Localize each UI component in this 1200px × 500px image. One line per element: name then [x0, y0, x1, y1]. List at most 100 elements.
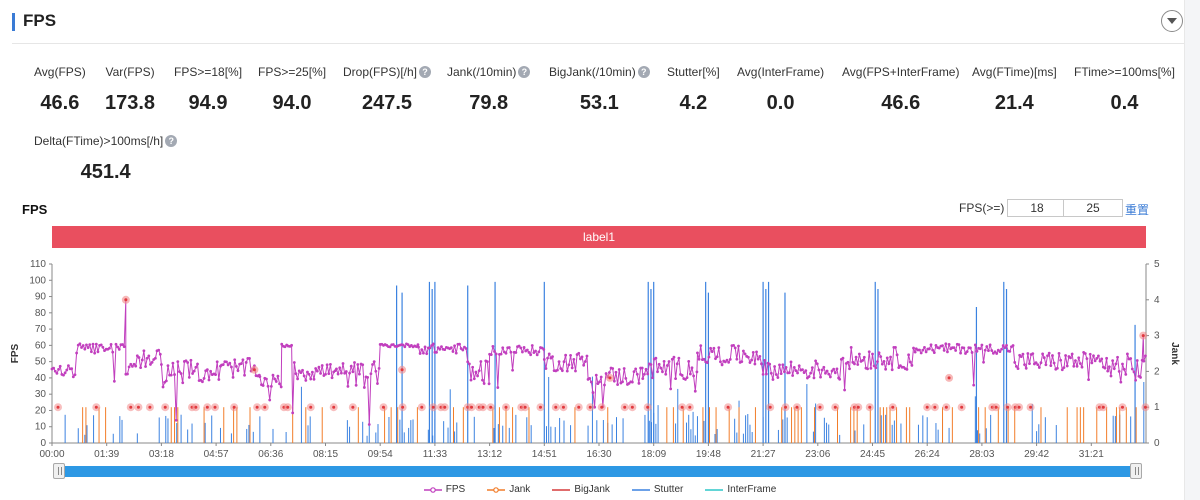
fps-point [196, 362, 199, 366]
fps-point [215, 360, 219, 364]
help-icon[interactable]: ? [518, 66, 531, 78]
jank-marker-dot [577, 405, 581, 409]
fps-point [530, 344, 534, 347]
fps-point [635, 372, 639, 376]
y-tick-label: 60 [35, 340, 47, 351]
fps-point [324, 372, 327, 376]
fps-point [751, 350, 755, 354]
fps-point [761, 372, 765, 376]
fps-point [750, 358, 754, 362]
legend-item[interactable]: Jank [487, 484, 530, 495]
metric-label: FPS>=25[%] [258, 65, 326, 79]
fps-point [918, 348, 921, 352]
zoom-slider-track[interactable] [57, 466, 1142, 477]
fps-point [1144, 354, 1147, 358]
fps-point [147, 354, 151, 358]
fps-threshold-low-input[interactable] [1007, 199, 1067, 217]
x-tick-label: 29:42 [1024, 449, 1049, 460]
fps-point [580, 355, 584, 359]
fps-point [585, 354, 589, 358]
jank-marker-dot [332, 405, 336, 409]
fps-chart[interactable]: 0 10 20 30 40 50 60 70 80 90 100 110 0 1 2 3 4 5 FPS Jank 00… [0, 250, 1184, 460]
fps-point [94, 342, 98, 346]
fps-point [1092, 354, 1095, 358]
fps-point [599, 375, 603, 379]
fps-point [1019, 355, 1023, 359]
fps-point [661, 370, 664, 374]
fps-point [735, 357, 739, 361]
fps-point [789, 360, 793, 364]
fps-point [784, 366, 788, 369]
metric-label-text: Drop(FPS)[/h] [343, 65, 418, 79]
metric-value: 4.2 [679, 92, 708, 114]
fps-point [871, 352, 874, 356]
fps-point [802, 371, 806, 375]
legend-item[interactable]: Stutter [631, 484, 683, 495]
fps-point [607, 371, 611, 374]
legend-item[interactable]: FPS [423, 484, 466, 495]
fps-point [946, 350, 949, 354]
fps-point [525, 348, 529, 352]
metric-card: Avg(InterFrame) 0.0 [737, 63, 824, 115]
fps-point [707, 355, 711, 359]
fps-point [769, 371, 773, 375]
fps-point [1129, 357, 1133, 360]
fps-point [725, 358, 729, 362]
fps-point [371, 363, 374, 366]
fps-point [1103, 366, 1107, 370]
fps-point [307, 372, 311, 376]
legend-item[interactable]: InterFrame [705, 484, 776, 495]
fps-point [241, 358, 245, 362]
help-icon[interactable]: ? [165, 135, 178, 147]
fps-point [687, 359, 691, 363]
fps-point [641, 377, 645, 381]
fps-point [990, 349, 994, 352]
fps-point [469, 378, 473, 382]
fps-point [477, 369, 481, 373]
fps-point [99, 343, 103, 347]
fps-point [1142, 359, 1146, 363]
fps-point [1023, 363, 1026, 367]
legend-swatch-icon [631, 488, 650, 491]
zoom-slider-left-handle[interactable] [53, 463, 65, 479]
legend-label: FPS [445, 484, 466, 495]
fps-point [1085, 357, 1089, 361]
fps-point [714, 357, 717, 361]
fps-point [598, 380, 601, 384]
fps-threshold-high-input[interactable] [1063, 199, 1123, 217]
metric-value: 94.0 [272, 92, 312, 114]
jank-marker-dot [960, 405, 964, 409]
fps-point [226, 363, 230, 367]
label-band[interactable]: label1 [52, 226, 1146, 248]
fps-point [83, 347, 87, 351]
fps-point [702, 357, 706, 361]
fps-point [1008, 349, 1012, 353]
fps-point [560, 369, 564, 373]
fps-point [268, 398, 272, 402]
fps-point [952, 346, 956, 350]
fps-point [1039, 361, 1043, 365]
page-scrollbar[interactable] [1184, 0, 1200, 500]
fps-point [344, 370, 348, 373]
legend-item[interactable]: BigJank [552, 484, 610, 495]
fps-point [454, 351, 458, 355]
help-icon[interactable]: ? [419, 66, 432, 78]
jank-marker-dot [630, 405, 634, 409]
help-icon[interactable]: ? [637, 66, 650, 78]
fps-point [612, 379, 616, 383]
fps-point [201, 380, 204, 384]
fps-point [265, 377, 268, 381]
fps-point [758, 354, 762, 358]
fps-point [1130, 367, 1134, 371]
reset-button[interactable]: 重置 [1125, 203, 1150, 217]
fps-point [372, 360, 376, 364]
fps-point [476, 374, 479, 378]
y-tick-label: 0 [40, 438, 46, 449]
fps-point [176, 360, 180, 364]
zoom-slider-right-handle[interactable] [1130, 463, 1142, 479]
fps-point [440, 345, 443, 349]
fps-point [748, 361, 752, 364]
fps-point [583, 360, 587, 363]
collapse-button[interactable] [1161, 10, 1183, 32]
fps-point [149, 363, 152, 366]
